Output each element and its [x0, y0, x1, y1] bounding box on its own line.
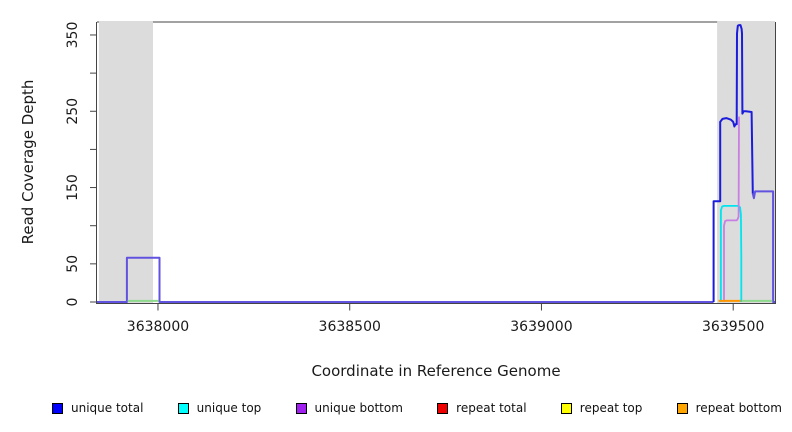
- series-line-unique-bottom: [723, 116, 740, 302]
- legend-swatch: [560, 402, 572, 414]
- series-line-unique-total-unique-bottom-overlap-right-step-: [751, 190, 775, 303]
- legend-swatch: [676, 402, 688, 414]
- y-tick-label: 250: [65, 98, 81, 125]
- left-gray-band: [98, 21, 153, 303]
- y-axis-title: Read Coverage Depth: [19, 79, 37, 245]
- x-tick-label: 3638000: [127, 319, 189, 335]
- legend-item: unique top: [177, 401, 262, 415]
- legend-label: repeat total: [456, 401, 527, 415]
- x-tick-label: 3638500: [319, 319, 381, 335]
- right-gray-band: [717, 21, 775, 303]
- legend-swatch: [177, 402, 189, 414]
- legend-swatch: [295, 402, 307, 414]
- y-tick-label: 350: [65, 22, 81, 49]
- series-line-unique-total-left-peak-and-baseline-: [97, 256, 714, 303]
- legend-label: repeat bottom: [695, 401, 782, 415]
- legend-item: unique total: [52, 401, 143, 415]
- legend-item: unique bottom: [295, 401, 403, 415]
- legend-label: repeat top: [579, 401, 643, 415]
- legend-item: repeat total: [437, 401, 527, 415]
- series-line-unique-total-right-cluster-: [712, 24, 754, 302]
- y-tick-label: 50: [65, 255, 81, 273]
- legend-swatch: [437, 402, 449, 414]
- x-tick-label: 3639500: [702, 319, 764, 335]
- y-tick-label: 0: [65, 298, 81, 307]
- legend-label: unique top: [196, 401, 262, 415]
- legend: unique total unique top unique bottom repea…: [52, 401, 782, 415]
- legend-label: unique bottom: [314, 401, 403, 415]
- y-tick-label: 150: [65, 174, 81, 201]
- legend-swatch: [52, 402, 63, 414]
- legend-item: repeat top: [560, 401, 643, 415]
- legend-item: repeat bottom: [676, 401, 782, 415]
- x-axis-title: Coordinate in Reference Genome: [311, 362, 561, 380]
- x-tick-label: 3639000: [510, 319, 572, 335]
- legend-label: unique total: [71, 401, 144, 415]
